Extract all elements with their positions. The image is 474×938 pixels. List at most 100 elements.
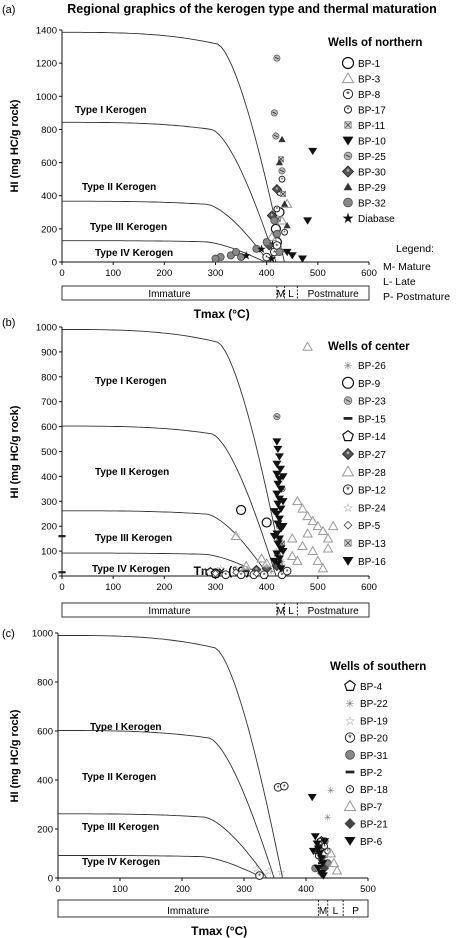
data-point: [275, 248, 284, 257]
data-point: [313, 865, 323, 873]
data-point: ☆: [264, 866, 273, 877]
data-point: [276, 485, 286, 493]
kerogen-label: Type I Kerogen: [95, 376, 167, 387]
legend-title: Wells of southern: [330, 661, 426, 673]
data-point: [327, 520, 339, 531]
legend-entry: Diabase: [358, 214, 395, 225]
data-point: ☆: [201, 567, 210, 578]
y-tick-label: 400: [37, 776, 53, 787]
maturity-zone-label: M: [277, 289, 285, 300]
data-point: [287, 252, 297, 260]
legend-symbol: [343, 520, 353, 530]
kerogen-label: Type II Kerogen: [95, 467, 169, 478]
legend-entry: BP-24: [358, 503, 386, 514]
marker-glyph: *: [252, 571, 255, 580]
legend-title: Wells of northern: [328, 37, 422, 49]
marker-glyph: *: [346, 449, 350, 459]
data-point: [282, 248, 292, 257]
legend-symbol: [344, 539, 352, 547]
marker-glyph: *: [275, 185, 278, 194]
data-points: ✳✳☆☆☆☆******: [252, 781, 343, 882]
marker-glyph: *: [275, 241, 278, 250]
y-tick-label: 700: [41, 397, 57, 408]
x-tick-label: 300: [208, 268, 224, 279]
kerogen-boundary-II: [62, 425, 277, 577]
marker-glyph: *: [277, 783, 280, 792]
kerogen-boundary-II: [58, 730, 275, 879]
marker-ring: [342, 484, 354, 495]
marker-ring: [255, 871, 264, 880]
marker-cross: [280, 191, 286, 197]
y-tick-label: 600: [41, 158, 57, 169]
legend-entry: BP-30: [358, 168, 386, 179]
chart-panel-3: (c) 0 200 400 600 800 1000 0 100 200 300 400 500 Tmax…: [2, 628, 426, 938]
marker-glyph: *: [258, 871, 261, 880]
data-point: ★: [267, 253, 277, 266]
y-tick-label: 1000: [36, 323, 57, 334]
legend-entry: BP-11: [358, 121, 385, 132]
marker-ring: [279, 781, 289, 791]
data-point: ★: [256, 243, 266, 256]
y-tick-label: 200: [41, 224, 57, 235]
data-point: [273, 500, 283, 508]
marker-ring: [344, 732, 356, 743]
data-point: [297, 255, 307, 263]
data-point: [278, 473, 288, 481]
x-tick-label: 500: [360, 884, 376, 895]
legend-entry: BP-8: [358, 90, 381, 101]
data-point: *: [282, 566, 292, 576]
marker-ring: [281, 228, 289, 236]
legend-symbol: *: [342, 484, 354, 495]
marker-ring: [262, 252, 271, 262]
x-tick-label: 200: [156, 582, 172, 593]
y-tick-label: 1000: [36, 92, 57, 103]
maturity-bar-frame: [61, 602, 370, 618]
data-point: [283, 221, 291, 229]
data-point: [270, 109, 278, 117]
marker-hatch: [274, 415, 279, 418]
data-point: [303, 217, 313, 225]
kerogen-label: Type II Kerogen: [82, 182, 156, 193]
marker-ring: [221, 570, 231, 580]
kerogen-boundary-IV: [58, 855, 264, 879]
data-point: *: [262, 252, 271, 262]
data-points: ✳✳✳*********☆☆☆☆: [58, 341, 339, 580]
maturity-legend-mature: M- Mature: [383, 261, 431, 273]
legend-symbol: [343, 417, 353, 420]
legend-symbol: [343, 799, 357, 812]
y-tick-label: 800: [37, 678, 53, 689]
data-point: [261, 517, 272, 528]
kerogen-label: Type III Kerogen: [82, 822, 159, 833]
maturity-zone-label: L: [288, 289, 294, 300]
data-point: [292, 555, 303, 565]
legend-symbol: ✳: [343, 360, 352, 372]
data-point: [273, 54, 281, 62]
data-point: [318, 860, 328, 868]
data-point: *: [281, 228, 289, 236]
marker-glyph: *: [273, 248, 276, 257]
marker-ring: [342, 88, 354, 100]
figure-title: Regional graphics of the kerogen type an…: [67, 2, 437, 16]
marker-glyph: *: [278, 191, 281, 197]
maturity-zone-label: Immature: [167, 906, 210, 917]
kerogen-boundary-I: [58, 635, 283, 879]
x-tick-label: 200: [174, 884, 190, 895]
legend-entry: BP-16: [358, 557, 386, 568]
legend-entry: BP-19: [360, 716, 388, 727]
kerogen-label: Type IV Kerogen: [82, 857, 160, 868]
data-point: [211, 254, 220, 263]
y-tick-label: 600: [37, 727, 53, 738]
legend-entry: BP-29: [358, 183, 386, 194]
x-tick-label: 0: [59, 582, 64, 593]
data-point: [325, 847, 337, 858]
marker-glyph: *: [327, 849, 330, 855]
legend-symbol: ☆: [343, 501, 354, 515]
data-point: [273, 520, 283, 528]
data-point: [320, 838, 330, 846]
data-point: [278, 167, 286, 175]
kerogen-label: Type IV Kerogen: [92, 564, 170, 575]
legend-entry: BP-18: [360, 785, 388, 796]
y-tick-label: 500: [41, 447, 57, 458]
legend-symbol: [343, 182, 353, 191]
y-axis-label: HI (mg HC/g rock): [9, 99, 21, 192]
